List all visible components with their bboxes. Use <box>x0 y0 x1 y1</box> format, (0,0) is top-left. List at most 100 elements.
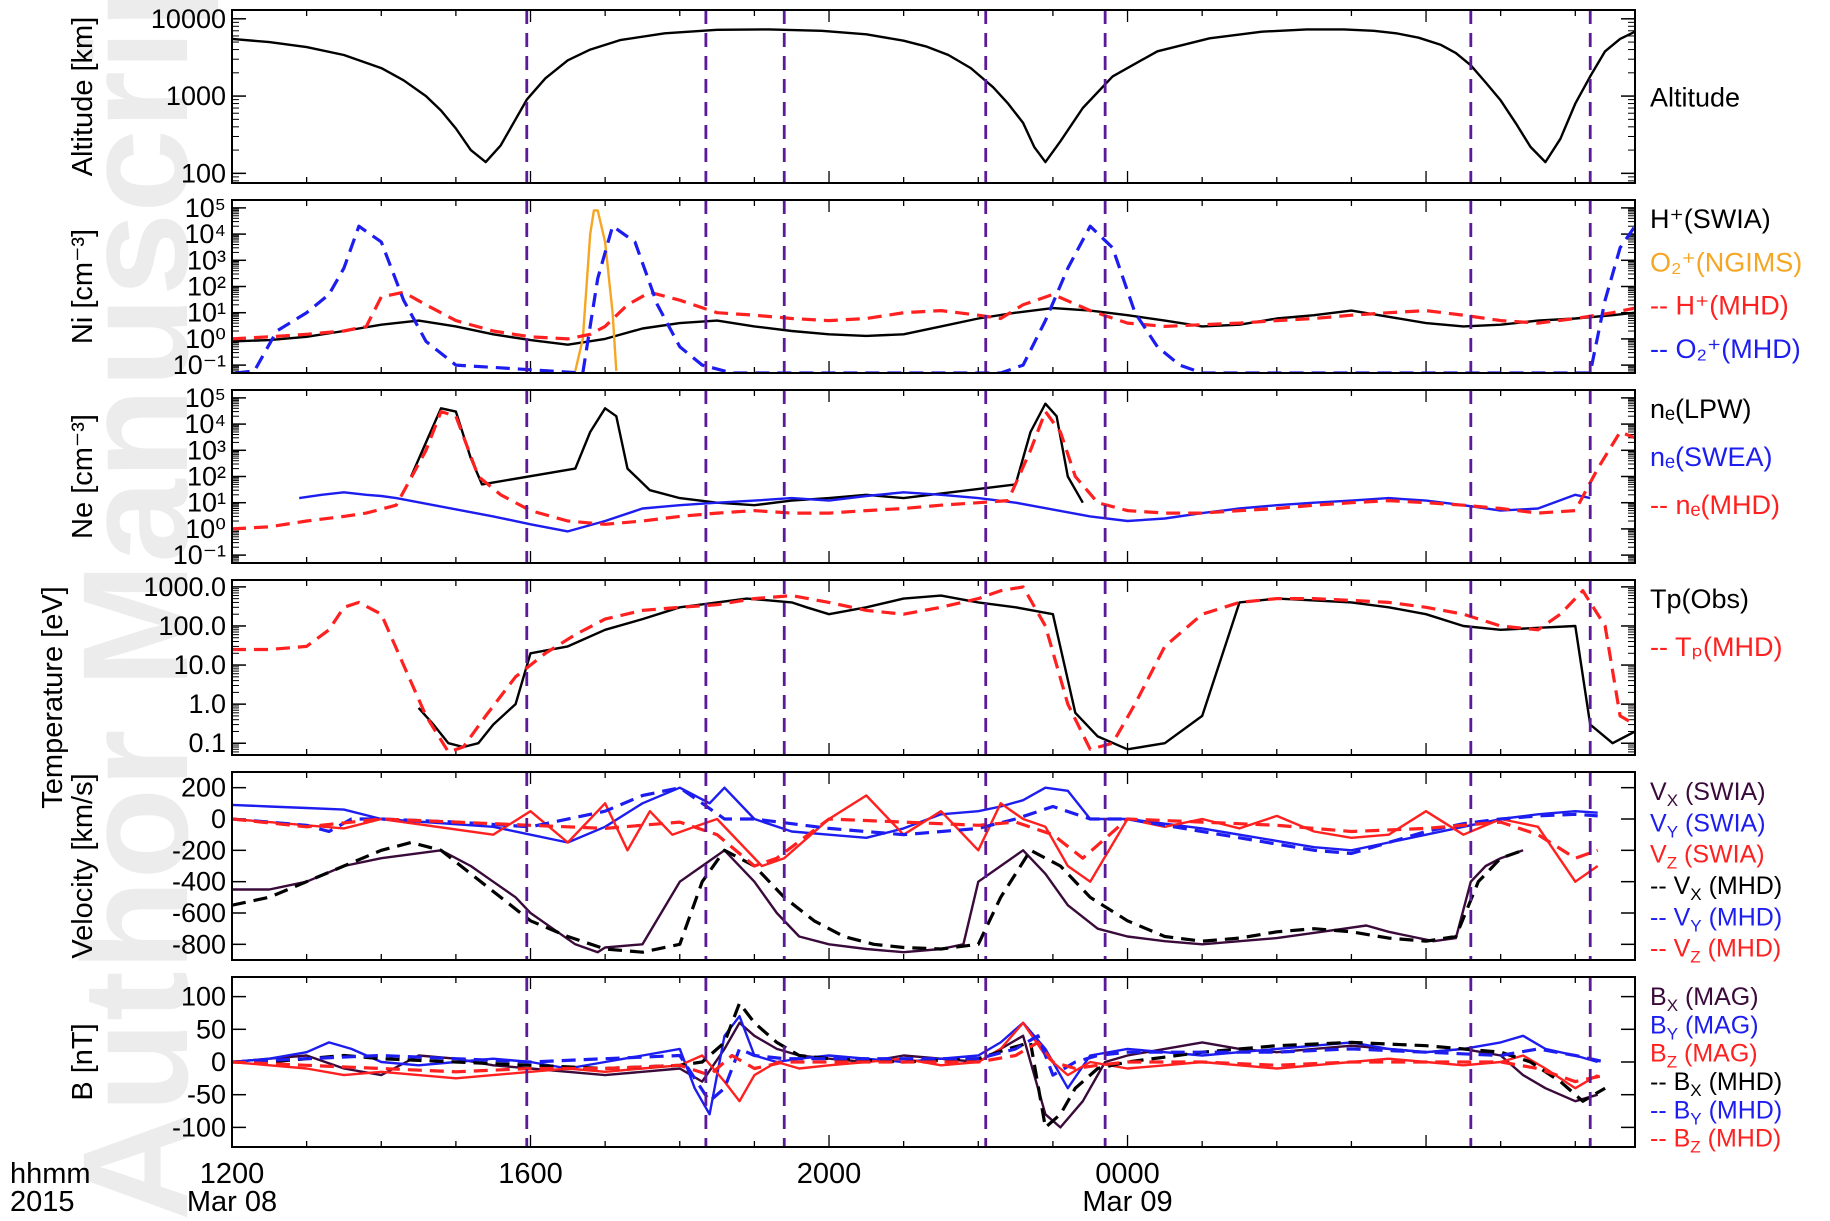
y-tick-label-velocity: 0 <box>211 804 226 834</box>
legend-entry-ni: -- O₂⁺(MHD) <box>1650 334 1801 364</box>
legend-rest: (MHD) <box>1702 1068 1783 1096</box>
legend-rest: (MAG) <box>1678 983 1759 1011</box>
legend-rest: (SWIA) <box>1678 778 1766 806</box>
x-tick-date-label: Mar 09 <box>1082 1186 1172 1218</box>
legend-entry-bfield: -- BY (MHD) <box>1650 1096 1782 1128</box>
legend-entry-bfield: BZ (MAG) <box>1650 1040 1758 1072</box>
x-header-label: 2015 <box>10 1186 75 1218</box>
y-tick-label-ne: 10³ <box>187 435 226 465</box>
y-tick-label-temperature: 1.0 <box>188 689 226 719</box>
series-line-bfield-4 <box>232 1034 1606 1103</box>
y-tick-label-ni: 10⁰ <box>185 324 226 354</box>
y-tick-label-velocity: -200 <box>172 835 226 865</box>
panel-frame-velocity <box>231 771 1636 961</box>
legend-sub: X <box>1690 885 1701 904</box>
legend-entry-velocity: VZ (SWIA) <box>1650 841 1765 873</box>
legend-entry-ne: nₑ(SWEA) <box>1650 442 1773 472</box>
y-tick-label-bfield: -50 <box>187 1080 226 1110</box>
series-line-ne-1 <box>299 491 1591 533</box>
series-line-ne-0 <box>410 402 1084 507</box>
y-tick-label-temperature: 10.0 <box>173 650 226 680</box>
legend-rest: (MHD) <box>1701 935 1782 963</box>
legend-entry-velocity: -- VY (MHD) <box>1650 903 1782 935</box>
y-tick-label-bfield: 50 <box>196 1014 226 1044</box>
x-tick-date-label: Mar 08 <box>187 1186 277 1218</box>
series-line-bfield-0 <box>232 1021 1599 1129</box>
y-axis-label-bfield: B [nT] <box>67 1023 99 1100</box>
legend-rest: (MHD) <box>1702 1096 1783 1124</box>
panel-frame-ne <box>231 389 1636 564</box>
legend-entry-bfield: BX (MAG) <box>1650 983 1759 1015</box>
legend-sub: X <box>1667 996 1678 1015</box>
legend-sub: Y <box>1667 822 1678 841</box>
legend-sub: X <box>1690 1081 1701 1100</box>
y-tick-label-ne: 10⁵ <box>185 383 226 413</box>
legend-main: B <box>1650 1011 1667 1039</box>
y-tick-label-ni: 10⁴ <box>184 219 226 249</box>
y-tick-label-altitude: 100 <box>181 158 226 188</box>
legend-rest: (MAG) <box>1678 1011 1759 1039</box>
legend-entry-altitude: Altitude <box>1650 83 1740 113</box>
series-line-velocity-0 <box>232 849 1524 954</box>
y-tick-label-bfield: 100 <box>181 982 226 1012</box>
series-line-bfield-3 <box>232 1001 1606 1130</box>
y-tick-label-ni: 10¹ <box>187 298 226 328</box>
y-tick-label-ne: 10⁰ <box>185 514 226 544</box>
x-header-label: hhmm <box>10 1158 91 1190</box>
y-axis-label-ni: Ni [cm⁻³] <box>67 229 99 344</box>
y-tick-label-ni: 10³ <box>187 245 226 275</box>
legend-rest: (MHD) <box>1702 903 1783 931</box>
y-tick-label-velocity: 200 <box>181 773 226 803</box>
legend-entry-temperature: Tp(Obs) <box>1650 584 1749 614</box>
y-axis-label-ne: Ne [cm⁻³] <box>67 414 99 539</box>
series-line-ne-2 <box>232 410 1635 531</box>
series-line-velocity-5 <box>232 817 1599 868</box>
series-line-ni-2 <box>232 290 1635 341</box>
legend-entry-bfield: BY (MAG) <box>1650 1011 1759 1043</box>
legend-sub: Z <box>1667 854 1677 873</box>
y-axis-label-altitude: Altitude [km] <box>67 17 99 177</box>
y-tick-label-ne: 10⁻¹ <box>173 540 226 570</box>
y-tick-label-velocity: -600 <box>172 898 226 928</box>
legend-entry-ne: nₑ(LPW) <box>1650 394 1752 424</box>
series-line-bfield-1 <box>232 1015 1599 1116</box>
series-line-bfield-5 <box>232 1040 1606 1084</box>
legend-main: -- B <box>1650 1068 1690 1096</box>
legend-main: -- B <box>1650 1096 1690 1124</box>
legend-main: -- B <box>1650 1125 1690 1153</box>
legend-entry-velocity: -- VX (MHD) <box>1650 872 1782 904</box>
legend-rest: (MAG) <box>1677 1040 1758 1068</box>
legend-entry-velocity: VY (SWIA) <box>1650 809 1766 841</box>
y-tick-label-ne: 10¹ <box>187 488 226 518</box>
series-line-ni-3 <box>235 224 1635 373</box>
legend-main: V <box>1650 841 1667 869</box>
y-tick-label-temperature: 0.1 <box>188 728 226 758</box>
y-tick-label-altitude: 1000 <box>166 81 226 111</box>
x-tick-label: 1200 <box>200 1158 265 1190</box>
series-line-temperature-0 <box>417 594 1635 751</box>
legend-sub: Y <box>1667 1024 1678 1043</box>
legend-rest: (MHD) <box>1701 1125 1782 1153</box>
series-line-velocity-3 <box>232 840 1524 954</box>
legend-main: -- V <box>1650 935 1691 963</box>
y-tick-label-bfield: -100 <box>172 1112 226 1142</box>
legend-sub: Z <box>1667 1053 1677 1072</box>
legend-entry-ni: O₂⁺(NGIMS) <box>1650 247 1802 277</box>
series-line-velocity-2 <box>232 794 1599 883</box>
y-tick-label-temperature: 1000.0 <box>143 572 226 602</box>
legend-rest: (MHD) <box>1702 872 1783 900</box>
legend-main: B <box>1650 983 1667 1011</box>
legend-entry-velocity: VX (SWIA) <box>1650 778 1766 810</box>
panel-frame-temperature <box>231 579 1636 756</box>
panel-frame-ni <box>231 199 1636 374</box>
legend-main: V <box>1650 778 1667 806</box>
y-tick-label-ne: 10² <box>187 462 226 492</box>
legend-sub: Z <box>1690 948 1700 967</box>
legend-entry-ne: -- nₑ(MHD) <box>1650 490 1780 520</box>
legend-sub: Z <box>1690 1138 1700 1157</box>
y-tick-label-bfield: 0 <box>211 1047 226 1077</box>
y-tick-label-altitude: 10000 <box>151 4 226 34</box>
legend-main: -- V <box>1650 903 1691 931</box>
y-tick-label-ni: 10⁵ <box>185 193 226 223</box>
legend-entry-velocity: -- VZ (MHD) <box>1650 935 1781 967</box>
